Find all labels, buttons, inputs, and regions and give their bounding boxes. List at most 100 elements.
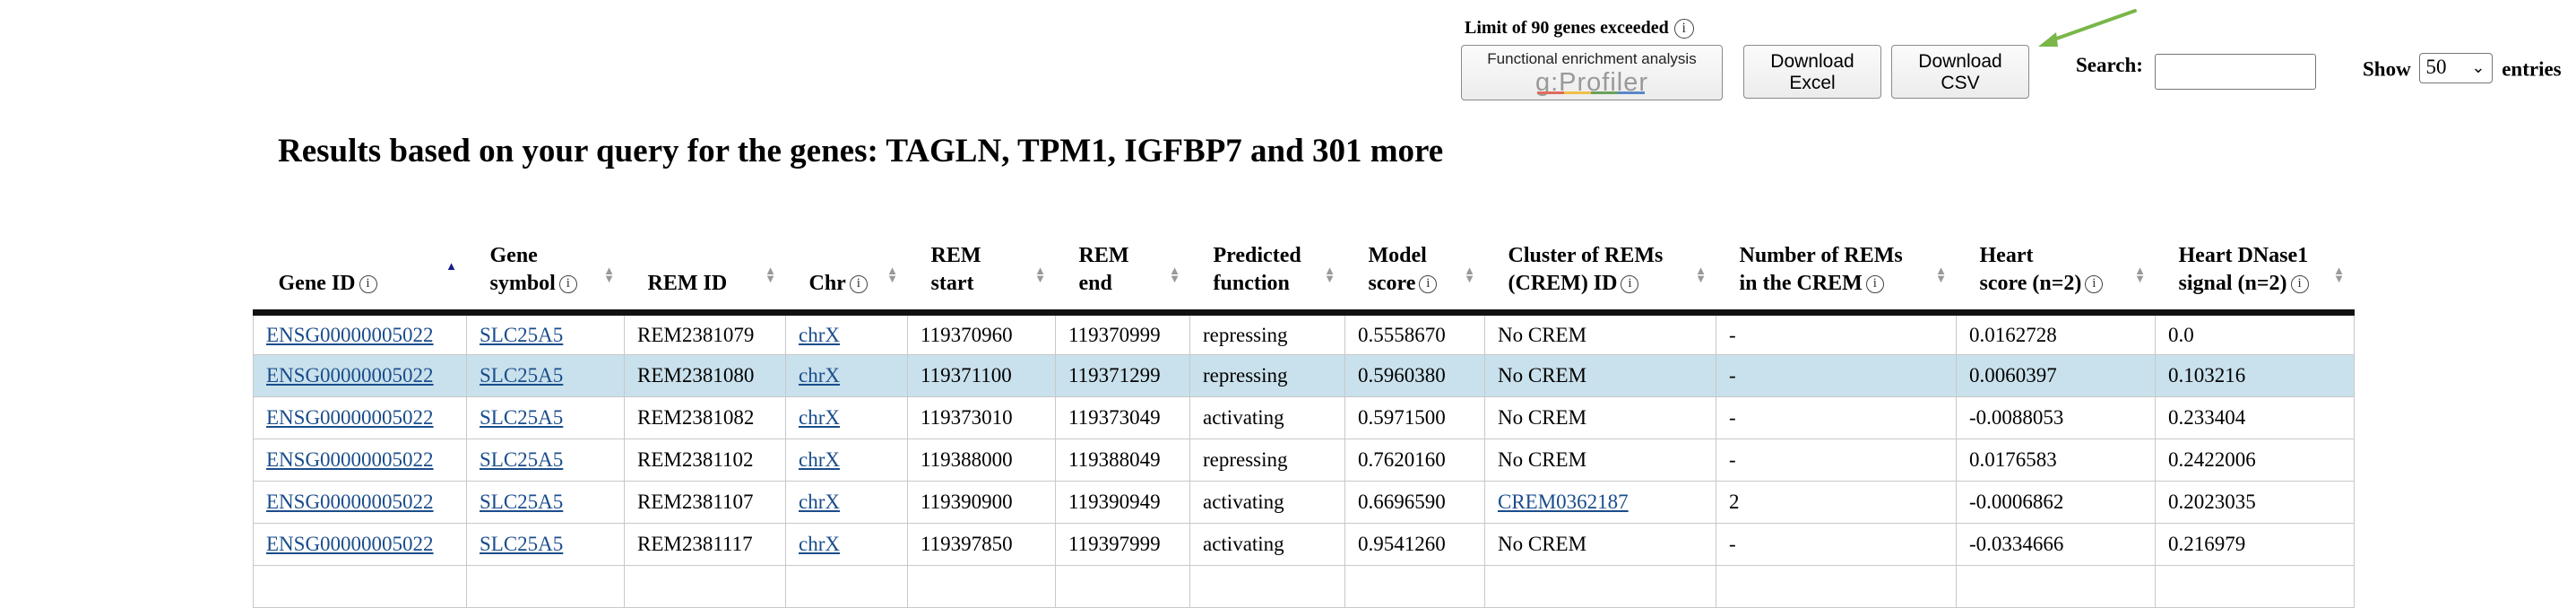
cell-text: 119370999 <box>1068 323 1161 346</box>
cell-text: 0.7620160 <box>1358 448 1446 471</box>
table-row[interactable]: ENSG00000005022 SLC25A5 REM2381080 chrX 1193… <box>253 354 2355 397</box>
column-header-rem-start[interactable]: REM start ▲ ▼ <box>908 197 1056 313</box>
column-header-label: Gene symbol i <box>467 242 577 298</box>
info-icon[interactable]: i <box>2085 275 2104 294</box>
table-cell-number-of-rems: - <box>1716 354 1957 397</box>
download-excel-button[interactable]: Download Excel <box>1743 45 1881 99</box>
cell-text: - <box>1729 533 1736 555</box>
column-header-rem-id[interactable]: REM ID ▲ ▼ <box>625 197 786 313</box>
gene-symbol-link[interactable]: SLC25A5 <box>480 491 564 513</box>
table-cell-gene-symbol: SLC25A5 <box>466 439 625 482</box>
table-row[interactable]: ENSG00000005022 SLC25A5 REM2381079 chrX 1193… <box>253 312 2355 355</box>
cell-text: 119397850 <box>921 533 1013 555</box>
info-icon[interactable]: i <box>1621 275 1639 294</box>
sort-ascending-icon[interactable]: ▲ <box>445 259 457 273</box>
cell-text: REM2381117 <box>637 533 753 555</box>
chr-link[interactable]: chrX <box>799 406 840 429</box>
cell-text: 119373010 <box>921 406 1013 429</box>
table-cell-model-score: 0.5971500 <box>1344 396 1485 439</box>
column-header-line1: REM ID <box>647 272 728 295</box>
column-header-heart-score[interactable]: Heart score (n=2) i ▲ ▼ <box>1957 197 2156 313</box>
cell-text: No CREM <box>1498 364 1587 387</box>
table-row[interactable]: ENSG00000005022 SLC25A5 REM2381107 chrX 1193… <box>253 481 2355 524</box>
cell-text: REM2381107 <box>637 491 754 513</box>
gene-symbol-link[interactable]: SLC25A5 <box>480 364 564 387</box>
info-icon[interactable]: i <box>558 275 577 294</box>
gene-id-link[interactable]: ENSG00000005022 <box>266 406 434 429</box>
column-header-label: Model score i <box>1345 242 1438 298</box>
search-label: Search: <box>2076 54 2143 76</box>
table-cell-rem-end: 119370999 <box>1055 312 1190 355</box>
sort-icon[interactable]: ▲ ▼ <box>1935 264 1947 285</box>
column-header-line1: Cluster of REMs <box>1508 244 1664 267</box>
column-header-chr[interactable]: Chr i ▲ ▼ <box>786 197 908 313</box>
gene-symbol-link[interactable]: SLC25A5 <box>480 406 564 429</box>
table-cell-crem-id: CREM0362187 <box>1484 481 1716 524</box>
info-icon[interactable]: i <box>359 275 377 294</box>
chr-link[interactable]: chrX <box>799 364 840 387</box>
sort-icon[interactable]: ▲ ▼ <box>2333 264 2345 285</box>
cell-text: 0.103216 <box>2168 364 2246 387</box>
gene-id-link[interactable]: ENSG00000005022 <box>266 323 434 346</box>
gene-symbol-link[interactable]: SLC25A5 <box>480 448 564 471</box>
table-cell-chr <box>785 565 908 608</box>
table-cell-heart-score: 0.0060397 <box>1956 354 2156 397</box>
info-icon[interactable]: i <box>1419 275 1438 294</box>
table-row[interactable]: ENSG00000005022 SLC25A5 REM2381082 chrX 1193… <box>253 396 2355 439</box>
download-csv-button[interactable]: Download CSV <box>1891 45 2029 99</box>
chr-link[interactable]: chrX <box>799 323 840 346</box>
sort-icon[interactable]: ▲ ▼ <box>886 264 898 285</box>
column-header-line2: signal (n=2) <box>2178 272 2287 295</box>
column-header-label: REM end <box>1056 242 1129 298</box>
column-header-crem-id[interactable]: Cluster of REMs (CREM) ID i ▲ ▼ <box>1485 197 1716 313</box>
gene-symbol-link[interactable]: SLC25A5 <box>480 323 564 346</box>
chr-link[interactable]: chrX <box>799 533 840 555</box>
cell-text: - <box>1729 364 1736 387</box>
cell-text: activating <box>1203 491 1284 513</box>
table-cell-chr: chrX <box>785 523 908 566</box>
column-header-line2: end <box>1078 272 1112 295</box>
gene-id-link[interactable]: ENSG00000005022 <box>266 448 434 471</box>
column-header-gene-symbol[interactable]: Gene symbol i ▲ ▼ <box>467 197 625 313</box>
gene-id-link[interactable]: ENSG00000005022 <box>266 491 434 513</box>
table-row[interactable]: ENSG00000005022 SLC25A5 REM2381117 chrX 1193… <box>253 523 2355 566</box>
info-icon[interactable]: i <box>1673 19 1694 39</box>
sort-icon[interactable]: ▲ ▼ <box>2134 264 2146 285</box>
table-cell-rem-start: 119388000 <box>907 439 1056 482</box>
table-row[interactable] <box>253 565 2355 608</box>
column-header-line2: start <box>930 272 974 295</box>
cell-text: -0.0088053 <box>1969 406 2064 429</box>
gprofiler-enrichment-button[interactable]: Functional enrichment analysis g:Profile… <box>1461 45 1723 100</box>
sort-icon[interactable]: ▲ ▼ <box>1169 264 1180 285</box>
table-cell-predicted-function: activating <box>1189 396 1345 439</box>
column-header-predicted-function[interactable]: Predicted function ▲ ▼ <box>1190 197 1345 313</box>
sort-icon[interactable]: ▲ ▼ <box>1034 264 1046 285</box>
column-header-model-score[interactable]: Model score i ▲ ▼ <box>1345 197 1485 313</box>
chr-link[interactable]: chrX <box>799 448 840 471</box>
info-icon[interactable]: i <box>2290 275 2309 294</box>
chr-link[interactable]: chrX <box>799 491 840 513</box>
sort-icon[interactable]: ▲ ▼ <box>765 264 776 285</box>
search-input[interactable] <box>2155 54 2316 90</box>
sort-icon[interactable]: ▲ ▼ <box>1464 264 1475 285</box>
column-header-line1: Model <box>1368 244 1427 267</box>
cell-text: No CREM <box>1498 448 1587 471</box>
cell-text: 119370960 <box>921 323 1013 346</box>
column-header-heart-dnase1-signal[interactable]: Heart DNase1 signal (n=2) i ▲ ▼ <box>2156 197 2355 313</box>
gene-id-link[interactable]: ENSG00000005022 <box>266 533 434 555</box>
entries-select[interactable]: 50 ⌄ <box>2419 53 2494 83</box>
column-header-label: REM ID <box>625 270 728 298</box>
column-header-rem-end[interactable]: REM end ▲ ▼ <box>1056 197 1190 313</box>
gene-symbol-link[interactable]: SLC25A5 <box>480 533 564 555</box>
sort-icon[interactable]: ▲ ▼ <box>603 264 615 285</box>
sort-icon[interactable]: ▲ ▼ <box>1695 264 1707 285</box>
column-header-gene-id[interactable]: Gene ID i ▲ <box>254 197 467 313</box>
sort-icon[interactable]: ▲ ▼ <box>1324 264 1336 285</box>
info-icon[interactable]: i <box>1865 275 1884 294</box>
table-cell-heart-dnase1-signal <box>2155 565 2355 608</box>
table-row[interactable]: ENSG00000005022 SLC25A5 REM2381102 chrX 1193… <box>253 439 2355 482</box>
info-icon[interactable]: i <box>849 275 868 294</box>
crem-id-link[interactable]: CREM0362187 <box>1498 491 1629 513</box>
column-header-number-of-rems[interactable]: Number of REMs in the CREM i ▲ ▼ <box>1716 197 1957 313</box>
gene-id-link[interactable]: ENSG00000005022 <box>266 364 434 387</box>
